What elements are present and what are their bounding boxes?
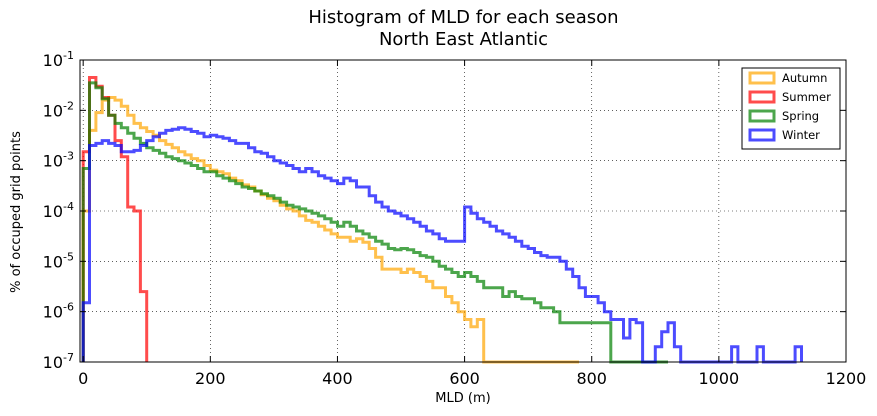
x-axis-label: MLD (m) [435,391,490,406]
y-axis-label: % of occuped grid points [9,131,24,293]
x-tick-label: 400 [322,369,353,388]
x-tick-label: 1000 [699,369,740,388]
y-tick-label: 10-7 [43,351,74,372]
series-layer [81,76,803,364]
y-tick-label: 10-2 [43,99,74,120]
x-tick-label: 0 [78,369,88,388]
legend-label-spring: Spring [782,109,819,123]
chart-subtitle: North East Atlantic [378,29,549,50]
grid-lines [80,60,846,362]
legend-label-autumn: Autumn [782,71,827,85]
legend-swatch-spring [748,109,776,123]
y-tick-label: 10-1 [43,49,74,70]
y-tick-label: 10-4 [43,200,74,221]
legend-label-winter: Winter [782,128,820,142]
x-tick-label: 600 [449,369,480,388]
chart-title: Histogram of MLD for each season [308,7,619,28]
x-tick-label: 200 [195,369,226,388]
legend-swatch-summer [748,90,776,104]
y-tick-label: 10-6 [43,301,74,322]
x-tick-label: 1200 [826,369,867,388]
axis-ticks: 0 200 400 600 800 1000 1200 10-7 10-6 10-5 10-4 10-… [43,49,867,388]
legend-label-summer: Summer [782,90,831,104]
legend-swatch-autumn [748,71,776,85]
x-tick-label: 800 [576,369,607,388]
series-summer-line [81,76,149,362]
axes-frame [79,59,847,363]
legend-swatch-winter [748,128,776,142]
y-tick-label: 10-5 [43,250,74,271]
series-spring-line [81,81,668,364]
legend: Autumn Summer Spring Winter [741,67,841,150]
y-tick-label: 10-3 [43,150,74,171]
